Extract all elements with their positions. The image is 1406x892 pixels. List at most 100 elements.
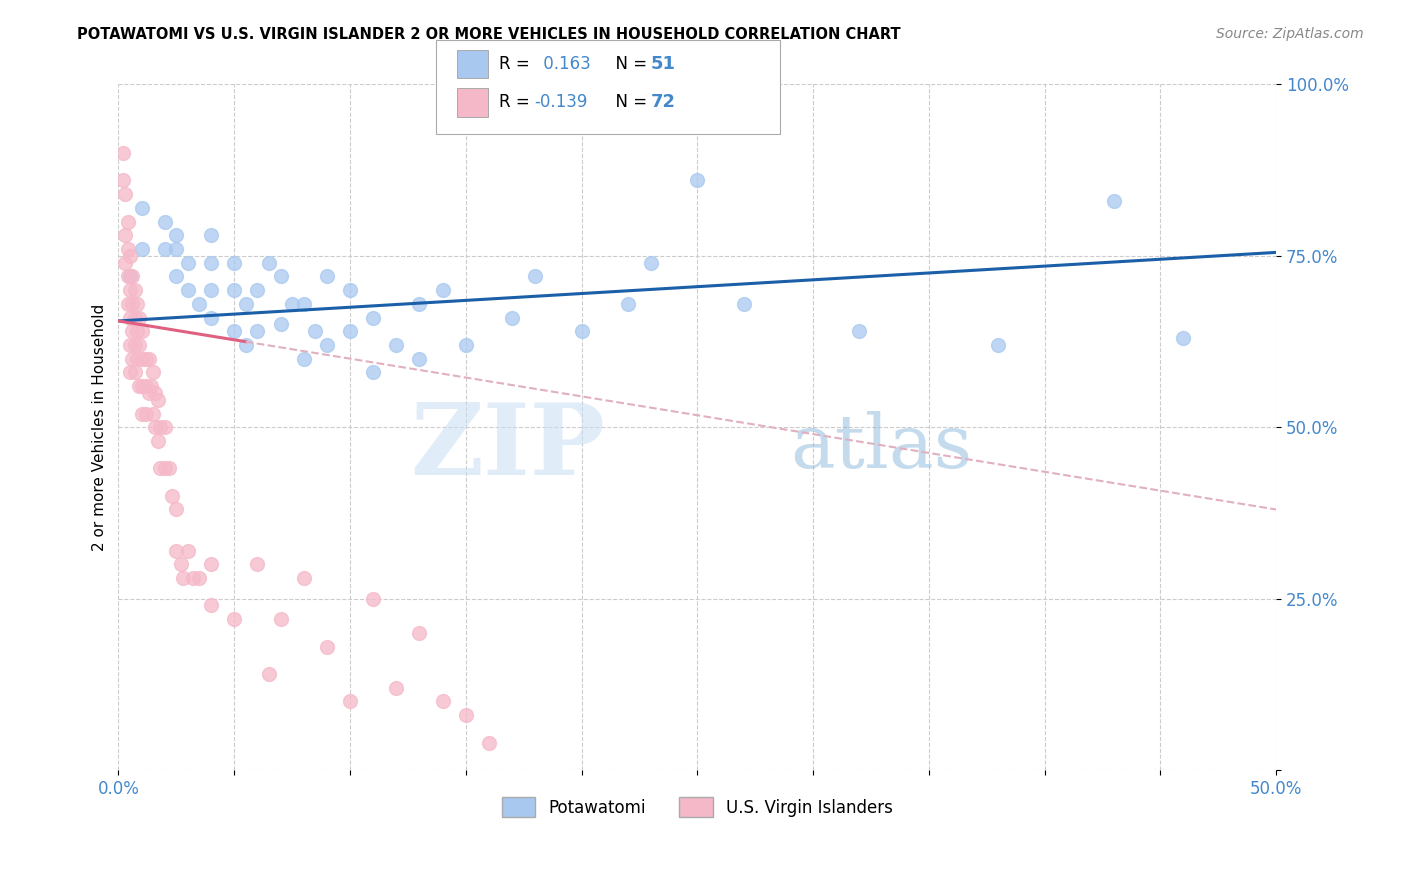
Point [270, 269, 292, 284]
Point [432, 694, 454, 708]
Point [131, 407, 153, 421]
Point [478, 735, 501, 749]
Point [165, 228, 187, 243]
Point [125, 324, 148, 338]
Point [224, 255, 246, 269]
Point [135, 351, 157, 366]
Point [117, 297, 139, 311]
Point [125, 351, 148, 366]
Point [118, 365, 141, 379]
Point [142, 407, 165, 421]
Point [146, 392, 169, 407]
Point [128, 379, 150, 393]
Point [117, 242, 139, 256]
Y-axis label: 2 or more Vehicles in Household: 2 or more Vehicles in Household [93, 303, 107, 551]
Point [246, 324, 269, 338]
Point [315, 640, 337, 654]
Point [114, 187, 136, 202]
Point [177, 543, 200, 558]
Point [121, 324, 143, 338]
Point [224, 283, 246, 297]
Point [131, 324, 153, 338]
Point [112, 146, 135, 161]
Point [292, 297, 315, 311]
Point [408, 626, 430, 640]
Point [246, 558, 269, 572]
Text: atlas: atlas [790, 411, 972, 484]
Point [153, 461, 176, 475]
Point [200, 310, 222, 325]
Point [131, 379, 153, 393]
Point [128, 310, 150, 325]
Point [640, 255, 662, 269]
Point [172, 571, 194, 585]
Point [117, 269, 139, 284]
Point [188, 571, 211, 585]
Point [138, 386, 160, 401]
Text: 72: 72 [651, 94, 676, 112]
Point [118, 269, 141, 284]
Point [304, 324, 326, 338]
Point [408, 297, 430, 311]
Point [315, 338, 337, 352]
Point [124, 365, 146, 379]
Point [200, 228, 222, 243]
Point [135, 407, 157, 421]
Point [177, 255, 200, 269]
Point [112, 173, 135, 187]
Point [524, 269, 547, 284]
Point [149, 420, 172, 434]
Point [246, 283, 269, 297]
Point [146, 434, 169, 448]
Point [153, 420, 176, 434]
Point [361, 310, 384, 325]
Point [165, 269, 187, 284]
Point [454, 338, 477, 352]
Point [339, 694, 361, 708]
Point [200, 558, 222, 572]
Point [170, 558, 193, 572]
Point [165, 242, 187, 256]
Point [139, 379, 162, 393]
Point [121, 351, 143, 366]
Point [177, 283, 200, 297]
Point [153, 242, 176, 256]
Point [733, 297, 755, 311]
Point [1102, 194, 1125, 208]
Point [501, 310, 523, 325]
Text: R =: R = [499, 94, 536, 112]
Point [188, 297, 211, 311]
Point [121, 269, 143, 284]
Point [292, 571, 315, 585]
Point [292, 351, 315, 366]
Point [118, 310, 141, 325]
Text: N =: N = [605, 94, 652, 112]
Point [121, 297, 143, 311]
Point [281, 297, 304, 311]
Point [339, 324, 361, 338]
Point [385, 338, 408, 352]
Point [124, 310, 146, 325]
Point [153, 214, 176, 228]
Point [987, 338, 1010, 352]
Text: ZIP: ZIP [409, 400, 605, 496]
Point [200, 255, 222, 269]
Point [131, 351, 153, 366]
Point [124, 283, 146, 297]
Text: POTAWATOMI VS U.S. VIRGIN ISLANDER 2 OR MORE VEHICLES IN HOUSEHOLD CORRELATION C: POTAWATOMI VS U.S. VIRGIN ISLANDER 2 OR … [77, 27, 901, 42]
Point [149, 461, 172, 475]
Point [160, 489, 183, 503]
Legend: Potawatomi, U.S. Virgin Islanders: Potawatomi, U.S. Virgin Islanders [495, 791, 900, 823]
Point [617, 297, 640, 311]
Point [135, 379, 157, 393]
Point [257, 255, 280, 269]
Point [118, 338, 141, 352]
Point [361, 591, 384, 606]
Point [118, 249, 141, 263]
Point [118, 283, 141, 297]
Point [114, 228, 136, 243]
Point [361, 365, 384, 379]
Point [145, 386, 167, 401]
Point [235, 297, 257, 311]
Point [145, 420, 167, 434]
